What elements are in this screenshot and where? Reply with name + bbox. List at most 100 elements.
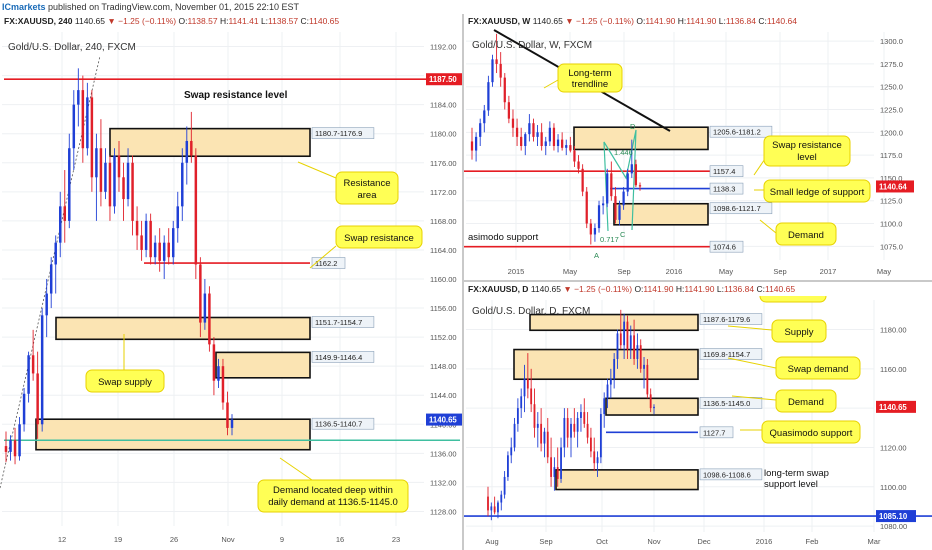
daily-candle-body xyxy=(563,417,566,448)
weekly-close-label: C: xyxy=(758,16,767,26)
weekly-level-label-text: 1138.3 xyxy=(713,185,735,194)
h4-candle xyxy=(49,257,53,309)
weekly-candle xyxy=(614,187,617,224)
h4-candle-body xyxy=(221,366,225,403)
h4-swap-resistance-text: Swap resistance xyxy=(344,233,414,244)
daily-candle xyxy=(599,408,602,464)
weekly-zone-labels: 1205.6-1181.2 1098.6-1121.7 1157.4 1138.3 10… xyxy=(709,125,773,253)
weekly-zone-label-text: 1205.6-1181.2 xyxy=(713,128,761,137)
h4-change: ▼ −1.25 (−0.11%) xyxy=(107,16,177,26)
daily-zone-label-text: 1098.6-1108.6 xyxy=(703,470,751,479)
daily-candle xyxy=(616,329,619,369)
weekly-chart[interactable]: 1300.0 1275.0 1250.0 1225.0 1200.0 1175.0 1150… xyxy=(464,28,932,280)
weekly-candle-body xyxy=(499,63,502,78)
h4-price-tag-box xyxy=(426,413,462,426)
daily-candle-body xyxy=(586,423,589,438)
h4-candle-body xyxy=(9,440,12,452)
h4-swap-supply-text: Swap supply xyxy=(98,377,152,388)
h4-candle-body xyxy=(140,235,143,250)
weekly-candle-body xyxy=(618,205,621,220)
daily-y-tick-label: 1120.00 xyxy=(880,443,907,452)
daily-y-tick-label: 1160.00 xyxy=(880,365,907,374)
h4-y-tick-label: 1184.00 xyxy=(430,101,457,110)
daily-candle-body xyxy=(550,457,552,477)
daily-zone-label-box xyxy=(699,313,763,325)
daily-low-label: L: xyxy=(716,284,724,294)
daily-candle xyxy=(596,451,599,477)
weekly-candle-body xyxy=(507,102,511,119)
h4-candles xyxy=(4,68,234,465)
weekly-level-label-box xyxy=(709,240,744,253)
h4-low: 1138.57 xyxy=(268,16,299,26)
daily-candle xyxy=(550,437,552,487)
weekly-y-tick-label: 1300.0 xyxy=(880,37,903,46)
weekly-candle-body xyxy=(548,127,551,142)
h4-level-label-text: 1162.2 xyxy=(315,259,337,268)
weekly-candle xyxy=(491,54,494,87)
h4-zone-rect xyxy=(55,316,311,341)
h4-candle-body xyxy=(185,140,189,163)
daily-symbol: FX:XAUUSD, D xyxy=(468,284,529,294)
weekly-x-tick-label: May xyxy=(877,267,891,276)
daily-candle xyxy=(639,339,642,373)
h4-candle-body xyxy=(49,264,53,294)
h4-candle xyxy=(117,140,121,192)
h4-y-tick-label: 1160.00 xyxy=(430,275,457,284)
h4-open-label: O: xyxy=(178,16,188,26)
daily-zone-label-box xyxy=(699,348,763,360)
daily-chart[interactable]: 1180.001160.001140.001120.001100.001080.… xyxy=(464,296,932,550)
weekly-candle-body xyxy=(470,141,474,151)
h4-candle xyxy=(90,90,94,192)
daily-candle xyxy=(576,412,579,448)
weekly-x-tick-label: 2016 xyxy=(666,267,683,276)
daily-candle xyxy=(580,404,582,432)
h4-symbol: FX:XAUUSD, 240 xyxy=(4,16,73,26)
weekly-candle-body xyxy=(585,191,588,224)
weekly-point-d: D xyxy=(630,122,636,131)
h4-x-tick-label: 12 xyxy=(58,535,66,544)
h4-chart[interactable]: 1192.001188.001184.001180.001176.001172.… xyxy=(0,28,462,550)
h4-candle-body xyxy=(13,440,17,457)
weekly-y-tick-label: 1150.0 xyxy=(880,174,902,183)
weekly-candle xyxy=(556,134,560,153)
daily-candle xyxy=(526,353,529,399)
daily-candle-body xyxy=(653,406,655,409)
daily-candle xyxy=(626,315,629,359)
daily-candle-body xyxy=(570,423,572,438)
weekly-candle xyxy=(524,132,527,156)
weekly-zone-label-text: 1098.6-1121.7 xyxy=(713,204,761,213)
h4-price-tag-text: 1140.65 xyxy=(429,416,457,425)
h4-zone-label-box xyxy=(311,351,375,363)
h4-candle xyxy=(104,148,107,200)
h4-candle-body xyxy=(212,344,216,381)
h4-candle xyxy=(176,191,180,243)
brand-name[interactable]: ICmarkets xyxy=(2,2,46,12)
h4-candle-body xyxy=(104,162,107,192)
daily-demand-text: Demand xyxy=(788,397,824,408)
h4-demand-pointer xyxy=(279,457,313,481)
daily-candle-body xyxy=(513,423,516,448)
h4-candle xyxy=(27,351,30,403)
weekly-x-tick-label: Sep xyxy=(617,267,630,276)
weekly-ratio-1446: 1.446 xyxy=(614,148,633,157)
h4-candle xyxy=(212,337,216,396)
h4-candle-body xyxy=(54,242,57,265)
h4-candle xyxy=(144,213,148,258)
weekly-candle-body xyxy=(524,134,527,146)
weekly-qm-text: asimodo support xyxy=(468,232,539,243)
h4-candle xyxy=(122,162,125,221)
daily-zone-label-text: 1169.8-1154.7 xyxy=(703,350,750,359)
h4-candle xyxy=(95,133,98,221)
daily-candle-body xyxy=(523,378,526,397)
weekly-ledge-callout xyxy=(763,179,871,203)
h4-zone-rect xyxy=(109,127,311,158)
weekly-candle-body xyxy=(474,136,478,151)
weekly-candle-body xyxy=(606,173,609,204)
h4-candle xyxy=(185,126,189,185)
daily-candle-body xyxy=(583,412,586,424)
h4-y-tick-label: 1144.00 xyxy=(430,391,457,400)
h4-candle xyxy=(162,235,166,279)
daily-candle-body xyxy=(540,423,543,444)
h4-demand-callout xyxy=(257,479,409,513)
h4-resistance-area-text-2: area xyxy=(357,190,377,201)
